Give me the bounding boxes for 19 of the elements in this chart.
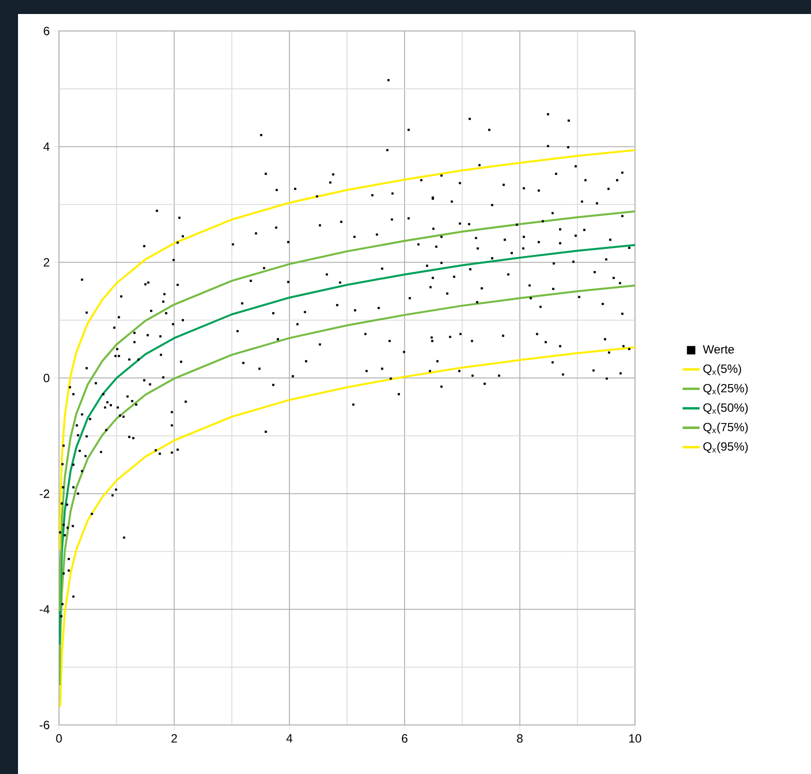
y-tick-label: 4 (43, 142, 50, 151)
y-tick-label: 2 (44, 258, 50, 266)
y-tick-label: -6 (40, 720, 50, 730)
x-tick-label: 4 (286, 734, 292, 742)
legend-label: Q$_{x}$(25%) (703, 384, 748, 395)
legend-label: Q$_{x}$(50%) (703, 403, 748, 414)
legend-label: Q$_{x}$(75%) (703, 422, 748, 434)
legend-label: Q$_{x}$(5%) (703, 364, 742, 376)
x-tick-label: 10 (629, 734, 642, 743)
x-tick-label: 0 (56, 734, 62, 743)
x-tick-label: 8 (517, 734, 523, 743)
legend-label: Werte (702, 345, 734, 354)
x-tick-label: 6 (402, 734, 408, 743)
y-tick-label: 0 (44, 374, 50, 382)
y-tick-label: -4 (40, 605, 50, 614)
legend-label: Q$_{x}$(95%) (703, 442, 748, 454)
y-tick-label: -2 (40, 489, 50, 498)
x-tick-label: 2 (171, 734, 177, 743)
y-tick-label: 6 (44, 26, 50, 36)
